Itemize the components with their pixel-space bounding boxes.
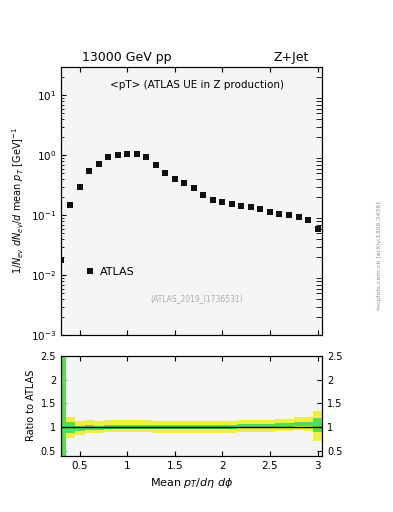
ATLAS <box>154 161 158 167</box>
ATLAS <box>125 151 130 157</box>
ATLAS <box>220 199 225 205</box>
Text: Z+Jet: Z+Jet <box>273 51 309 64</box>
ATLAS <box>116 152 120 158</box>
ATLAS <box>106 154 111 160</box>
ATLAS <box>77 184 82 190</box>
ATLAS <box>306 217 310 223</box>
ATLAS <box>239 203 244 209</box>
Text: (ATLAS_2019_I1736531): (ATLAS_2019_I1736531) <box>151 294 243 303</box>
ATLAS <box>68 202 73 208</box>
ATLAS <box>268 208 272 215</box>
Line: ATLAS: ATLAS <box>58 151 321 263</box>
ATLAS <box>87 168 92 174</box>
ATLAS <box>134 151 139 157</box>
Y-axis label: Ratio to ATLAS: Ratio to ATLAS <box>26 370 37 441</box>
Text: mcplots.cern.ch [arXiv:1306.3436]: mcplots.cern.ch [arXiv:1306.3436] <box>377 202 382 310</box>
ATLAS <box>249 204 253 210</box>
ATLAS <box>97 161 101 167</box>
ATLAS <box>201 191 206 198</box>
ATLAS <box>182 180 187 186</box>
ATLAS <box>230 201 234 207</box>
ATLAS <box>192 185 196 191</box>
ATLAS <box>163 170 168 177</box>
ATLAS <box>144 154 149 160</box>
Legend: ATLAS: ATLAS <box>79 263 139 282</box>
ATLAS <box>315 225 320 231</box>
ATLAS <box>59 257 63 263</box>
Y-axis label: $1/N_{ev}\ dN_{ev}/d\ \mathrm{mean}\ p_T\ [\mathrm{GeV}]^{-1}$: $1/N_{ev}\ dN_{ev}/d\ \mathrm{mean}\ p_T… <box>11 127 26 274</box>
ATLAS <box>286 212 291 218</box>
ATLAS <box>258 206 263 212</box>
Text: <pT> (ATLAS UE in Z production): <pT> (ATLAS UE in Z production) <box>110 80 284 90</box>
ATLAS <box>296 214 301 220</box>
X-axis label: Mean $p_T/d\eta\ d\phi$: Mean $p_T/d\eta\ d\phi$ <box>150 476 233 490</box>
ATLAS <box>277 210 282 217</box>
ATLAS <box>211 197 215 203</box>
Text: 13000 GeV pp: 13000 GeV pp <box>81 51 171 64</box>
ATLAS <box>173 176 177 182</box>
